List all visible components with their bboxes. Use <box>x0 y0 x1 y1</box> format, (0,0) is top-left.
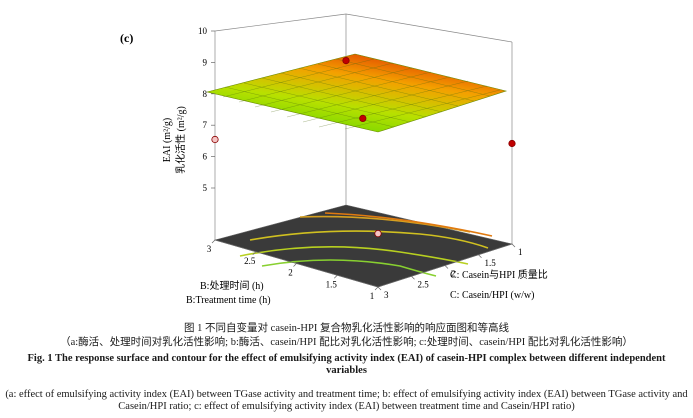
x-tick <box>252 251 256 255</box>
y-tick-label: 1.5 <box>485 258 497 268</box>
y-tick <box>511 243 516 248</box>
design-point <box>359 114 367 123</box>
z-tick-label: 9 <box>203 57 208 67</box>
y-tick <box>411 276 415 280</box>
x-tick <box>374 286 379 291</box>
z-tick-label: 8 <box>203 89 208 99</box>
z-axis: 5 6 7 8 9 10 <box>198 26 215 193</box>
design-point <box>211 135 219 144</box>
z-label-cn: 乳化活性 (m²/g) <box>174 106 187 174</box>
y-label-en: C: Casein/HPI (w/w) <box>450 290 534 301</box>
y-tick <box>478 254 482 258</box>
design-points <box>211 56 516 238</box>
response-surface-figure: 5 6 7 8 9 10 1 1.5 2 2.5 3 3 2.5 2 1.5 1 (c) EAI (m²/… <box>120 13 548 306</box>
design-point <box>374 230 382 238</box>
caption-en-sub: (a: effect of emulsifying activity index… <box>5 389 688 412</box>
x-label-cn: B:处理时间 (h) <box>200 279 264 292</box>
y-tick <box>444 265 449 269</box>
y-tick-label: 2.5 <box>418 279 430 289</box>
z-label-en: EAI (m²/g) <box>162 118 173 162</box>
z-axis-label: EAI (m²/g) 乳化活性 (m²/g) <box>162 106 187 174</box>
caption-cn-sub: （a:酶活、处理时间对乳化活性影响; b:酶活、casein/HPI 配比对乳化… <box>60 337 633 348</box>
z-tick-label: 6 <box>203 152 208 162</box>
x-tick-label: 1 <box>370 291 375 301</box>
panel-label: (c) <box>120 31 133 45</box>
z-tick-label: 7 <box>203 120 208 130</box>
x-tick <box>334 275 338 279</box>
caption-en-title: Fig. 1 The response surface and contour … <box>27 353 666 376</box>
x-label-en: B:Treatment time (h) <box>186 295 271 306</box>
x-tick-label: 2.5 <box>244 256 256 266</box>
design-point <box>342 56 350 65</box>
y-axis: 3 2.5 2 1.5 1 <box>377 243 523 300</box>
x-tick <box>293 263 297 267</box>
response-surface <box>206 53 508 133</box>
x-tick-label: 2 <box>288 268 293 278</box>
y-tick-label: 3 <box>384 290 389 300</box>
y-tick-label: 1 <box>518 247 523 257</box>
z-tick-label: 10 <box>198 26 208 36</box>
x-tick-label: 3 <box>207 244 212 254</box>
z-tick-label: 5 <box>203 183 208 193</box>
y-tick <box>377 286 382 291</box>
y-label-cn: C: Casein与HPI 质量比 <box>450 269 548 281</box>
x-axis: 1 1.5 2 2.5 3 <box>207 239 379 301</box>
design-point <box>508 139 516 148</box>
x-tick-label: 1.5 <box>326 279 338 289</box>
x-tick <box>211 239 216 244</box>
y-tick-label: 2 <box>451 269 456 279</box>
caption-cn-title: 图 1 不同自变量对 casein-HPI 复合物乳化活性影响的响应面图和等高线 <box>184 323 509 334</box>
